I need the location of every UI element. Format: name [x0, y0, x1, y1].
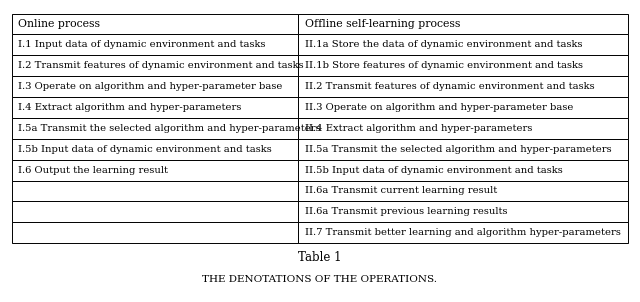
Text: I.2 Transmit features of dynamic environment and tasks: I.2 Transmit features of dynamic environ… — [18, 61, 303, 70]
Bar — [298, 97, 628, 118]
Bar — [12, 55, 298, 76]
Text: II.7 Transmit better learning and algorithm hyper-parameters: II.7 Transmit better learning and algori… — [305, 228, 621, 237]
Text: II.2 Transmit features of dynamic environment and tasks: II.2 Transmit features of dynamic enviro… — [305, 82, 595, 91]
Text: II.6a Transmit current learning result: II.6a Transmit current learning result — [305, 186, 497, 195]
Text: Table 1: Table 1 — [298, 251, 342, 264]
Text: I.3 Operate on algorithm and hyper-parameter base: I.3 Operate on algorithm and hyper-param… — [18, 82, 282, 91]
Bar — [298, 14, 628, 34]
Text: II.5a Transmit the selected algorithm and hyper-parameters: II.5a Transmit the selected algorithm an… — [305, 145, 611, 154]
Text: Online process: Online process — [18, 19, 100, 29]
Text: I.6 Output the learning result: I.6 Output the learning result — [18, 165, 168, 175]
Bar — [12, 181, 298, 201]
Bar — [298, 201, 628, 222]
Text: II.1b Store features of dynamic environment and tasks: II.1b Store features of dynamic environm… — [305, 61, 583, 70]
Text: I.1 Input data of dynamic environment and tasks: I.1 Input data of dynamic environment an… — [18, 40, 266, 50]
Bar — [12, 34, 298, 55]
Bar — [298, 139, 628, 160]
Text: I.5a Transmit the selected algorithm and hyper-parameters: I.5a Transmit the selected algorithm and… — [18, 124, 321, 133]
Bar — [12, 118, 298, 139]
Text: I.5b Input data of dynamic environment and tasks: I.5b Input data of dynamic environment a… — [18, 145, 271, 154]
Bar — [12, 14, 298, 34]
Bar — [298, 55, 628, 76]
Text: Offline self-learning process: Offline self-learning process — [305, 19, 460, 29]
Bar — [12, 76, 298, 97]
Text: II.1a Store the data of dynamic environment and tasks: II.1a Store the data of dynamic environm… — [305, 40, 582, 50]
Bar — [298, 160, 628, 181]
Text: II.3 Operate on algorithm and hyper-parameter base: II.3 Operate on algorithm and hyper-para… — [305, 103, 573, 112]
Text: II.6a Transmit previous learning results: II.6a Transmit previous learning results — [305, 207, 508, 216]
Text: THE DENOTATIONS OF THE OPERATIONS.: THE DENOTATIONS OF THE OPERATIONS. — [202, 275, 438, 284]
Bar — [12, 97, 298, 118]
Bar — [298, 34, 628, 55]
Bar — [12, 160, 298, 181]
Text: II.4 Extract algorithm and hyper-parameters: II.4 Extract algorithm and hyper-paramet… — [305, 124, 532, 133]
Bar — [298, 181, 628, 201]
Bar — [298, 76, 628, 97]
Bar — [298, 222, 628, 243]
Bar — [12, 139, 298, 160]
Bar — [12, 222, 298, 243]
Text: I.4 Extract algorithm and hyper-parameters: I.4 Extract algorithm and hyper-paramete… — [18, 103, 241, 112]
Bar — [12, 201, 298, 222]
Bar — [298, 118, 628, 139]
Text: II.5b Input data of dynamic environment and tasks: II.5b Input data of dynamic environment … — [305, 165, 563, 175]
